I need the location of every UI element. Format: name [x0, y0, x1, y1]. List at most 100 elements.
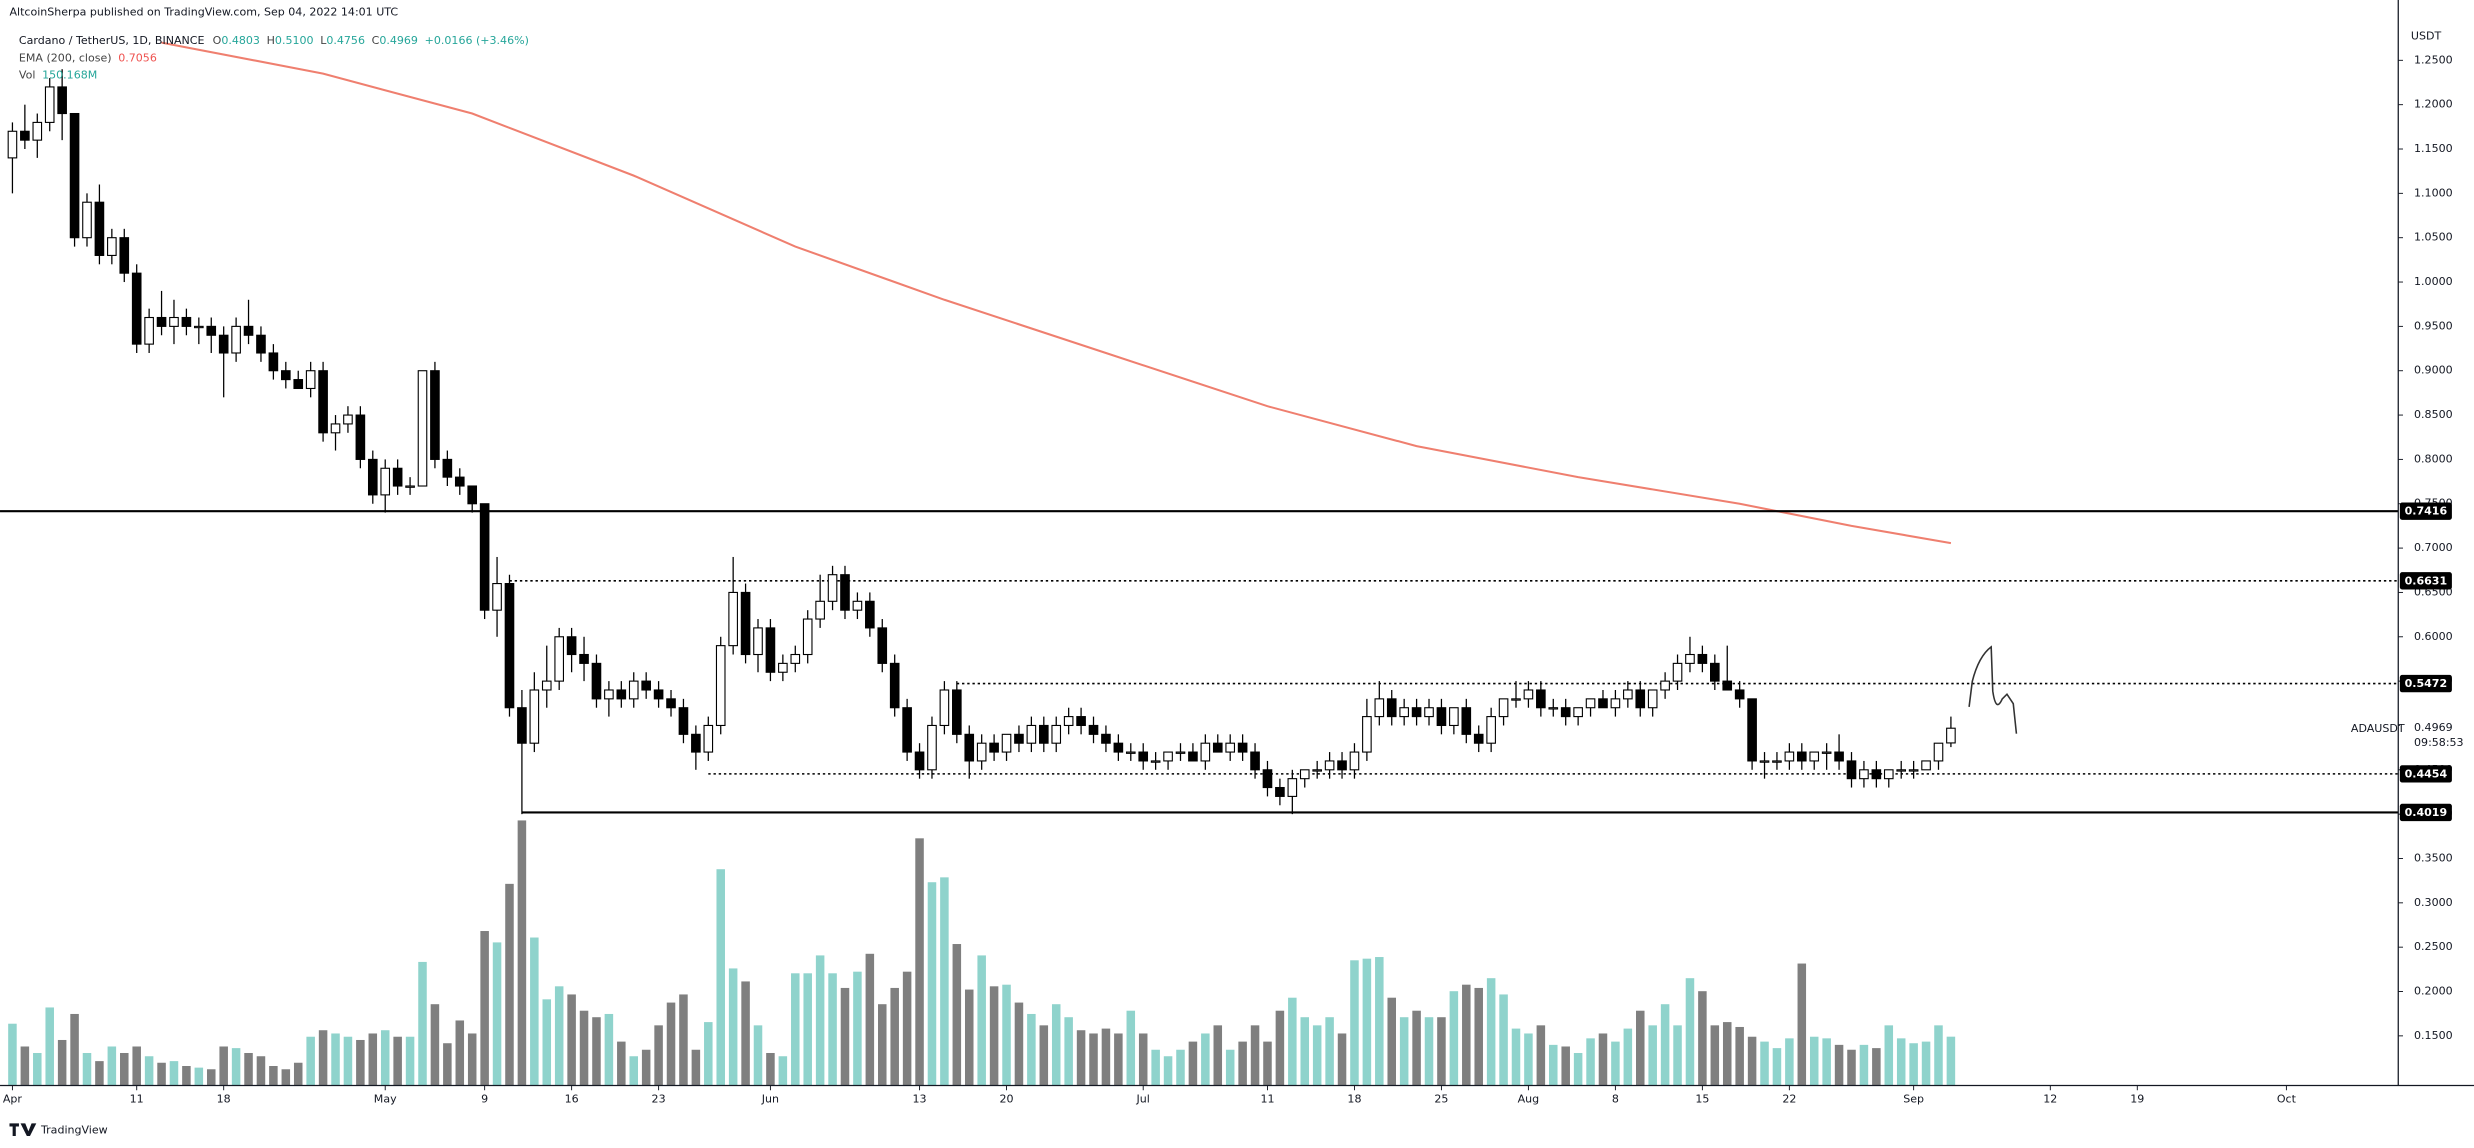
volume-bar — [1809, 1036, 1819, 1086]
volume-bar — [604, 1013, 614, 1086]
candle-body — [1225, 742, 1236, 753]
ema-name: EMA (200, close) — [19, 51, 112, 64]
y-tick-label: 0.7000 — [2414, 541, 2453, 554]
volume-bar — [1188, 1041, 1198, 1086]
y-tick-label: 0.8000 — [2414, 452, 2453, 465]
volume-bar — [1524, 1033, 1533, 1086]
volume-bar — [1114, 1033, 1123, 1086]
candle-body — [1362, 716, 1372, 753]
candle-body — [1560, 707, 1571, 718]
candle-body — [1175, 751, 1186, 754]
candle-body — [467, 485, 478, 505]
x-tick-label: 25 — [1434, 1093, 1448, 1106]
volume-bar — [902, 971, 912, 1086]
y-tick-label: 0.3000 — [2414, 896, 2453, 909]
symbol-legend: Cardano / TetherUS, 1D, BINANCE O0.4803 … — [19, 34, 529, 47]
candle-body — [815, 600, 825, 620]
hand-drawn-arrow — [1968, 645, 2018, 734]
volume-bar — [70, 1013, 79, 1086]
volume-bar — [95, 1061, 104, 1086]
x-tick-label: 9 — [481, 1093, 488, 1106]
candle-body — [628, 680, 639, 700]
level-tag — [2399, 765, 2452, 783]
volume-bar — [865, 953, 875, 1086]
ema-layer — [161, 41, 1952, 545]
volume-bar — [840, 987, 850, 1086]
volume-bar — [306, 1036, 315, 1086]
volume-bar — [318, 1030, 328, 1086]
volume-bar — [778, 1056, 788, 1086]
candle-body — [740, 591, 751, 656]
candle-body — [790, 653, 801, 664]
volume-bar — [1536, 1025, 1546, 1086]
volume-bar — [803, 973, 812, 1086]
volume-bar — [1872, 1048, 1881, 1086]
candle-body — [964, 733, 975, 762]
volume-bar — [1089, 1033, 1098, 1086]
volume-bar — [1921, 1041, 1931, 1086]
candle-body — [591, 662, 602, 700]
candle-body — [57, 86, 67, 115]
volume-bar — [1263, 1041, 1272, 1086]
candle-body — [865, 600, 875, 629]
volume-bar — [356, 1039, 365, 1086]
change-value: +0.0166 (+3.46%) — [425, 34, 529, 47]
y-tick-label: 0.9500 — [2414, 319, 2453, 332]
volume-bar — [517, 820, 527, 1086]
symbol: Cardano / TetherUS, 1D, BINANCE — [19, 34, 205, 47]
volume-bar — [989, 986, 999, 1086]
candle-body — [1250, 751, 1260, 771]
volume-bar — [1598, 1033, 1608, 1086]
candle-body — [1933, 742, 1944, 762]
candle-body — [293, 379, 304, 390]
volume-bar — [380, 1030, 390, 1086]
volume-bar — [1126, 1010, 1136, 1086]
candle-body — [1200, 742, 1211, 762]
volume-bar — [641, 1049, 651, 1086]
volume-bar — [579, 1010, 589, 1086]
volume-bar — [716, 869, 725, 1086]
candle-body — [703, 724, 714, 753]
candle-body — [1125, 751, 1136, 754]
candle-body — [1623, 689, 1633, 700]
candle-body — [7, 130, 18, 159]
candle-body — [492, 583, 502, 611]
volume-bar — [1834, 1044, 1844, 1086]
volume-bar — [1101, 1028, 1111, 1086]
volume-bar — [1859, 1044, 1869, 1086]
candle-body — [1113, 742, 1124, 753]
candle-body — [1386, 698, 1397, 718]
candle-body — [1573, 707, 1583, 718]
level-tag — [2399, 572, 2452, 590]
volume-bar — [256, 1056, 266, 1086]
candle-body — [144, 316, 154, 345]
candle-body — [1635, 689, 1646, 709]
volume-bar — [1462, 984, 1471, 1086]
candle-body — [989, 742, 999, 753]
candle-body — [1734, 689, 1745, 700]
candle-body — [318, 370, 328, 434]
volume-name: Vol — [19, 69, 36, 82]
candle-body — [231, 325, 241, 354]
volume-bar — [890, 987, 899, 1086]
y-tick-label: 0.8500 — [2414, 408, 2453, 421]
ema-legend: EMA (200, close) 0.7056 — [19, 51, 157, 64]
candle-body — [20, 130, 30, 141]
candle-body — [454, 476, 465, 487]
price-tag-bg — [2399, 720, 2463, 743]
candle-body — [1287, 778, 1298, 797]
candle-body — [1523, 689, 1534, 700]
volume-bar — [82, 1052, 92, 1086]
volume-bar — [1636, 1010, 1645, 1086]
candle-body — [243, 325, 254, 336]
volume-bar — [1039, 1025, 1049, 1086]
candle-body — [1685, 653, 1695, 664]
volume-bar — [1623, 1028, 1633, 1086]
level-tag — [2399, 502, 2452, 520]
candle-body — [1088, 724, 1099, 735]
volume-bar — [467, 1033, 477, 1086]
volume-bar — [728, 968, 738, 1086]
volume-bar — [269, 1066, 278, 1086]
